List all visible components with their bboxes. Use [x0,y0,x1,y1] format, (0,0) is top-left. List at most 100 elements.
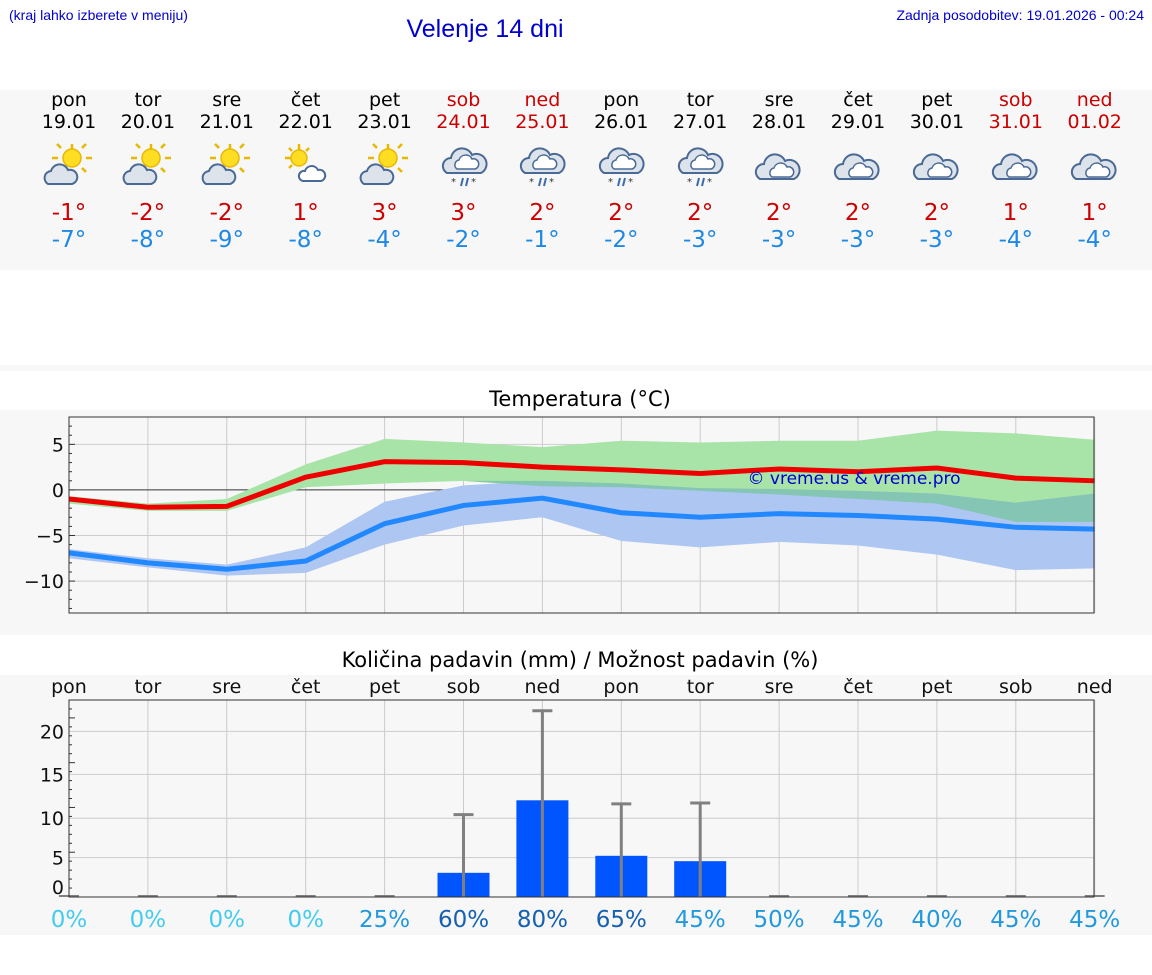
last-update: Zadnja posodobitev: 19.01.2026 - 00:24 [896,7,1144,23]
cloud-sleet-icon: * * [424,141,504,191]
day-column: pet 30.01 2° -3° [897,89,977,254]
day-date: 01.02 [1067,111,1122,133]
precipitation-chart: 20 15 10 5 0 pon tor sre čet pet sob ned pon tor sre če… [40,676,1120,933]
sun-cloud-icon [29,141,109,191]
day-column: pon 26.01 * * 2° -2° [581,89,661,254]
max-temp-line [68,459,1095,510]
min-temp: -3° [840,227,876,253]
precip-chance-label: 0% [130,907,167,933]
precip-chance-label: 45% [675,907,726,933]
max-temp: 2° [766,200,793,226]
day-name: sob [446,89,481,111]
min-temp-line [68,495,1095,572]
max-temp: -1° [51,200,87,226]
day-date: 27.01 [672,111,728,133]
day-date: 22.01 [278,111,333,133]
day-name: čet [843,89,873,111]
overcast-icon [818,141,898,191]
day-column: pon 19.01 -1° -7° [29,89,109,254]
y-tick-label: 0 [52,877,64,899]
overcast-icon [1055,141,1135,191]
x-tick-label: ned [525,676,561,698]
min-temp: -8° [288,227,323,253]
max-temp: 1° [1002,200,1029,226]
day-name: sre [212,89,242,111]
day-name: pet [368,89,401,111]
day-column: sre 28.01 2° -3° [739,89,819,254]
day-date: 26.01 [594,111,649,133]
min-temp: -4° [1077,227,1112,253]
x-tick-label: sre [765,676,794,698]
day-name: ned [524,89,561,111]
max-temp: 1° [292,200,319,226]
cloud-sleet-icon: * * [581,141,661,191]
max-range-band [69,430,1095,522]
day-date: 20.01 [120,111,176,133]
x-tick-label: pon [603,676,639,698]
overcast-icon [976,141,1056,191]
day-name: tor [686,89,714,111]
svg-text:*: * [628,177,633,188]
watermark: © vreme.us & vreme.pro [747,469,960,489]
day-column: tor 27.01 * * 2° -3° [660,89,740,254]
x-tick-label: sob [999,676,1033,698]
x-tick-label: čet [291,676,321,698]
max-temp: 2° [529,200,556,226]
y-tick-label: 5 [52,434,64,456]
min-temp: -2° [604,227,639,253]
day-column: ned 25.01 * * 2° -1° [502,89,582,254]
min-temp: -4° [367,227,402,253]
day-name: čet [290,89,321,111]
cloud-sleet-icon: * * [502,141,582,191]
precip-chance-label: 65% [596,907,647,933]
x-tick-label: pet [369,676,400,698]
day-date: 30.01 [909,111,965,133]
separator [0,365,1152,371]
temperature-chart-title: Temperatura (°C) [489,387,671,411]
min-temp: -3° [919,227,955,253]
day-date: 28.01 [751,111,807,133]
svg-text:*: * [451,177,456,188]
day-name: ned [1076,89,1113,111]
day-name: pon [603,89,640,111]
min-temp: -3° [761,227,797,253]
min-temp: -2° [446,227,481,253]
location-hint[interactable]: (kraj lahko izberete v meniju) [9,7,188,23]
day-date: 19.01 [41,111,97,133]
plot-area [69,700,1094,897]
precip-chance-label: 50% [754,907,805,933]
precip-chance-label: 0% [287,907,324,933]
y-tick-label: 10 [40,808,64,830]
cloud-sleet-icon: * * [660,141,740,191]
max-temp: 2° [608,200,635,226]
precip-chance-label: 60% [438,907,489,933]
y-tick-label: −5 [36,526,64,548]
day-column: čet 29.01 2° -3° [818,89,898,254]
day-date: 25.01 [515,111,570,133]
x-tick-label: tor [687,676,714,698]
day-date: 31.01 [988,111,1043,133]
x-tick-label: pet [921,676,952,698]
x-tick-label: sob [447,676,481,698]
precip-chance-label: 25% [359,907,410,933]
band-overlap [69,480,1095,522]
overcast-icon [739,141,819,191]
min-temp: -3° [682,227,718,253]
day-name: sob [999,89,1033,111]
precip-chance-label: 45% [990,907,1041,933]
max-temp: -2° [130,200,166,226]
day-column: ned 01.02 1° -4° [1055,89,1135,254]
temperature-chart: 5 0 −5 −10 © vreme.us & vreme.pro [24,416,1096,614]
precip-chance-label: 0% [51,907,88,933]
y-tick-label: 5 [52,848,64,870]
sun-cloud-icon [345,141,425,191]
forecast-strip [0,90,1152,270]
day-column: pet 23.01 3° -4° [345,89,425,254]
precip-chance-label: 45% [1069,907,1120,933]
max-temp: 1° [1081,200,1108,226]
min-temp: -1° [525,227,560,253]
x-tick-label: ned [1077,676,1113,698]
y-tick-label: 0 [52,480,64,502]
day-date: 24.01 [436,111,491,133]
svg-text:*: * [529,177,534,188]
